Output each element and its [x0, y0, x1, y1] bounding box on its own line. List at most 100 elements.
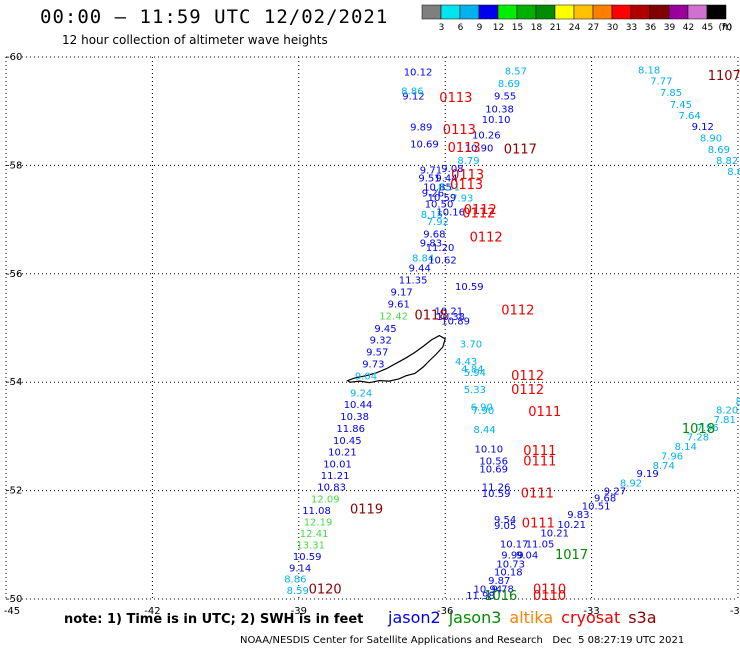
lat-tick-label: -58 [6, 160, 22, 171]
pass-time-label: 0112 [511, 383, 544, 398]
legend-swatch [649, 4, 670, 20]
wave-height-value: 9.68 [423, 230, 445, 241]
legend-label: 36 [645, 23, 657, 33]
footer-note: note: 1) Time is in UTC; 2) SWH is in fe… [64, 612, 364, 627]
wave-height-value: 7.45 [670, 100, 692, 111]
wave-height-value: 11.21 [321, 471, 350, 482]
pass-time-label: 0120 [309, 583, 342, 598]
lat-tick-label: -52 [6, 486, 22, 497]
pass-time-label: 0112 [511, 369, 544, 384]
wave-height-value: 11.20 [426, 243, 455, 254]
pass-time-label: 0113 [439, 91, 472, 106]
pass-time-label: 0110 [533, 589, 566, 604]
wave-height-value: 10.26 [472, 130, 501, 141]
legend-swatch [459, 4, 480, 20]
satellite-altika: altika [509, 608, 554, 627]
satellite-legend: jason2 jason3 altika cryosat s3a [388, 608, 665, 627]
wave-height-value: 10.12 [404, 67, 433, 78]
pass-time-label: 0112 [470, 230, 503, 245]
legend-swatch [421, 4, 442, 20]
pass-time-label: 0113 [448, 141, 481, 156]
lat-tick-label: -56 [6, 269, 22, 280]
legend-label: 33 [626, 23, 637, 33]
satellite-cryosat: cryosat [561, 608, 621, 627]
wave-height-value: 11.08 [302, 506, 331, 517]
wave-height-value: 8.69 [498, 79, 520, 90]
wave-height-value: 9.45 [374, 324, 396, 335]
wave-height-value: 7.64 [679, 111, 701, 122]
wave-height-value: 10.17 [500, 540, 529, 551]
wave-height-value: 10.38 [340, 412, 369, 423]
legend-label: 15 [512, 23, 523, 33]
pass-time-label: 0111 [522, 517, 555, 532]
lon-tick-label: -42 [144, 606, 160, 617]
wave-height-value: 10.21 [540, 529, 569, 540]
lon-tick-label: -30 [730, 606, 740, 617]
wave-height-value: 9.57 [366, 348, 388, 359]
wave-height-value: 9.14 [289, 563, 311, 574]
wave-height-value: 10.56 [479, 457, 508, 468]
wave-height-value: 9.61 [388, 299, 410, 310]
wave-height-value: 10.59 [293, 552, 322, 563]
pass-time-label: 0111 [523, 444, 556, 459]
wave-height-value: 8.86 [284, 575, 306, 586]
wave-height-value: 7.85 [660, 88, 682, 99]
wave-height-value: 10.94 [474, 585, 503, 596]
legend-label: 9 [477, 23, 483, 33]
wave-height-value: 10.83 [317, 483, 346, 494]
wave-height-value: 10.45 [333, 436, 362, 447]
pass-time-label: 1016 [484, 589, 517, 604]
satellite-jason2: jason2 [388, 608, 441, 627]
legend-swatch [516, 4, 537, 20]
wave-height-value: 9.83 [567, 510, 589, 521]
legend-swatch [592, 4, 613, 20]
wave-height-value: 11.05 [526, 540, 555, 551]
wave-height-value: 13.31 [296, 541, 325, 552]
legend-label: 18 [531, 23, 543, 33]
wave-height-value: 9.87 [488, 576, 510, 587]
wave-height-value: 10.21 [328, 447, 357, 458]
pass-time-label: 0112 [501, 303, 534, 318]
wave-height-value: 5.94 [464, 368, 486, 379]
wave-height-value: 10.69 [410, 140, 439, 151]
wave-height-value: 9.04 [355, 372, 377, 383]
wave-height-value: 9.73 [362, 360, 384, 371]
lon-tick-label: -39 [291, 606, 307, 617]
satellite-s3a: s3a [628, 608, 657, 627]
wave-height-value: 8.51 [438, 182, 460, 193]
wave-height-value: 7.77 [650, 77, 672, 88]
wave-height-value: 11.26 [482, 483, 511, 494]
wave-height-value: 10.73 [496, 560, 525, 571]
pass-time-label: 0118 [415, 308, 448, 323]
wave-height-value: 7.93 [451, 194, 473, 205]
wave-height-value: 10.69 [479, 465, 508, 476]
wave-height-value: 9.24 [350, 388, 372, 399]
wave-height-value: 7.96 [661, 452, 683, 463]
wave-height-value: 10.51 [582, 502, 611, 513]
wave-height-value: 9.78 [492, 585, 514, 596]
legend-unit: (ft) [718, 23, 732, 33]
wave-height-value: 9.04 [516, 550, 538, 561]
legend-label: 30 [607, 23, 619, 33]
lat-tick-label: -54 [6, 377, 22, 388]
legend-swatch [687, 4, 708, 20]
legend-swatch [611, 4, 632, 20]
wave-height-value: 9.51 [418, 174, 440, 185]
pass-time-label: 0112 [462, 206, 495, 221]
wave-height-value: 5.33 [464, 385, 486, 396]
wave-height-value: 8.18 [638, 65, 660, 76]
wave-height-value: 12.41 [300, 529, 329, 540]
wave-height-value: 9.12 [402, 91, 424, 102]
wave-height-value: 9.08 [441, 164, 463, 175]
wave-height-value: 8.59 [287, 586, 309, 597]
pass-time-label: 1017 [555, 548, 588, 563]
legend-swatch [668, 4, 689, 20]
legend-swatch [535, 4, 556, 20]
legend-swatch [573, 4, 594, 20]
wave-height-value: 7.96 [697, 423, 719, 434]
wave-height-value: 10.44 [344, 400, 373, 411]
wave-height-value: 10.89 [441, 317, 470, 328]
legend-label: 27 [588, 23, 599, 33]
pass-time-label: 0112 [464, 203, 497, 218]
